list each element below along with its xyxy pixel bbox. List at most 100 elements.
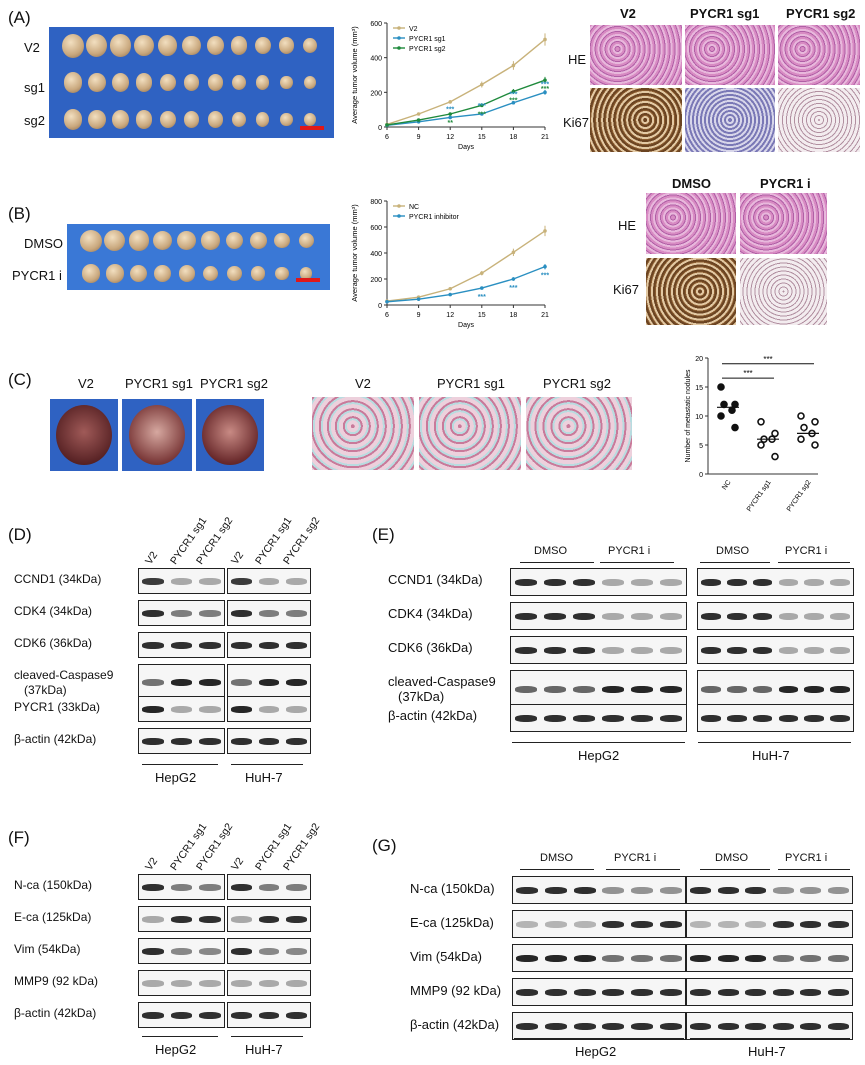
blot-band [545,920,567,928]
data-point [797,412,805,420]
blot-band [830,714,850,722]
group-label: DMSO [534,545,567,557]
blot-strip [138,600,225,626]
blot-strip [227,664,311,700]
x-tick-label: 12 [446,312,454,319]
ki67-image-sg2 [778,88,860,152]
data-point [480,271,484,275]
blot-band [285,737,307,745]
lane-label: V2 [143,549,161,567]
significance-mark: *** [763,355,772,364]
blot-band [772,954,794,962]
blot-band [659,920,682,928]
blot-band [285,883,307,891]
tumor-2-5 [183,111,200,128]
blot-band [660,685,683,693]
legend-entry: PYCR1 sg1 [409,36,446,43]
blot-band [516,920,539,928]
blot-band [745,1022,767,1030]
group-underline [778,869,850,870]
protein-label-extra: (37kDa) [398,689,445,704]
blot-strip [512,978,686,1006]
blot-band [717,886,739,894]
blot-band [231,705,253,713]
protein-label: E-ca (125kDa) [410,915,494,930]
he-image-v2 [590,25,682,85]
blot-band [690,886,712,894]
cell-label-huh7: HuH-7 [245,770,283,785]
blot-band [199,577,221,585]
blot-band [701,646,721,654]
protein-label: Vim (54kDa) [410,949,483,964]
lane-label: V2 [229,549,247,567]
y-tick-label: 5 [699,443,703,450]
blot-band [602,578,625,586]
blot-band [701,714,721,722]
blot-band [660,578,683,586]
blot-band [543,714,566,722]
blot-band [772,886,794,894]
tumor-0-3 [152,230,173,251]
x-axis-label: Days [458,144,474,151]
tumor-0-8 [254,36,271,55]
protein-label: MMP9 (92 kDa) [410,983,502,998]
tumor-2-10 [304,112,317,127]
panel-label-f: (F) [8,828,30,847]
tumor-photo-a [49,27,334,138]
x-tick-label: 18 [510,312,518,319]
cell-label-huh7: HuH-7 [245,1042,283,1057]
row-label-sg1: sg1 [24,80,45,95]
group-label: DMSO [540,852,573,864]
blot-band [752,578,773,586]
blot-band [199,883,221,891]
tumor-1-9 [299,267,313,280]
blot-band [231,678,253,686]
group-underline [231,1036,303,1037]
blot-band [199,737,221,745]
blot-band [778,612,799,620]
tumor-0-10 [302,37,318,54]
blot-band [170,577,193,585]
blot-band [142,705,164,713]
blot-band [572,646,595,654]
group-underline [690,1038,850,1039]
blot-band [199,915,221,923]
blot-strip [512,876,686,904]
row-label-pycr1i: PYCR1 i [12,268,62,283]
blot-band [778,685,799,693]
blot-band [804,646,825,654]
data-point [717,383,725,391]
significance-mark: *** [446,106,454,113]
blot-band [285,915,307,923]
tumor-2-3 [135,110,153,129]
panel-label-d: (D) [8,525,32,544]
tumor-1-7 [231,74,246,91]
series-line-0 [386,230,546,302]
tumor-0-5 [182,35,201,56]
he-col-sg2: PYCR1 sg2 [543,376,611,391]
blot-band [170,883,193,891]
blot-band [602,1022,625,1030]
x-tick-label: 9 [417,134,421,141]
tumor-0-0 [79,229,102,252]
blot-band [631,714,654,722]
significance-mark: *** [541,81,549,88]
group-underline [606,869,680,870]
data-point [448,100,452,104]
x-tick-label: 12 [446,134,454,141]
blot-band [258,947,280,955]
group-label: PYCR1 i [614,852,657,864]
data-point [480,82,484,87]
tumor-1-2 [111,73,129,92]
blot-band [258,705,280,713]
protein-label: β-actin (42kDa) [388,708,478,723]
data-point [731,423,739,432]
significance-mark: *** [509,97,517,104]
legend-marker [397,26,401,30]
tumor-1-8 [255,75,270,90]
legend-marker [397,214,401,218]
protein-label: MMP9 (92 kDa) [14,974,99,988]
x-tick-label: 21 [541,134,549,141]
x-tick-label: 21 [541,312,549,319]
y-tick-label: 0 [378,125,382,132]
